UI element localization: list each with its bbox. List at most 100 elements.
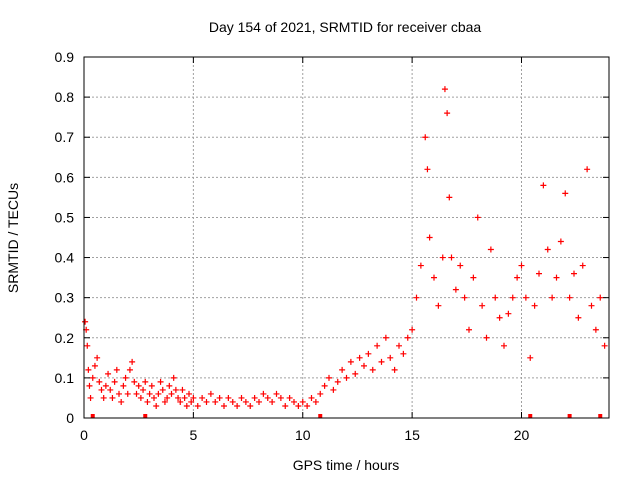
data-point <box>148 382 155 389</box>
data-point <box>334 378 341 385</box>
data-point <box>452 286 459 293</box>
data-point <box>352 370 359 377</box>
y-tick-label: 0.1 <box>55 370 75 386</box>
x-axis-label: GPS time / hours <box>293 457 400 473</box>
y-tick-label: 0 <box>66 410 74 426</box>
data-point <box>413 294 420 301</box>
data-point <box>562 190 569 197</box>
data-point <box>221 402 227 409</box>
y-tick-label: 0.8 <box>55 89 75 105</box>
data-point <box>102 382 109 389</box>
data-point <box>291 398 297 405</box>
data-point <box>172 386 179 393</box>
data-point <box>514 274 521 281</box>
data-point <box>94 354 101 361</box>
data-point <box>168 390 175 397</box>
data-point <box>404 334 411 341</box>
data-point <box>181 394 188 401</box>
data-point <box>256 398 262 405</box>
data-point <box>531 302 538 309</box>
y-tick-label: 0.9 <box>55 49 75 65</box>
data-point <box>96 378 103 385</box>
y-tick-label: 0.2 <box>55 330 75 346</box>
data-point <box>277 394 284 401</box>
data-point <box>588 302 595 309</box>
data-point <box>509 294 516 301</box>
data-point <box>518 262 525 269</box>
data-point <box>137 394 144 401</box>
data-point <box>194 402 201 409</box>
data-point <box>441 86 448 93</box>
points-layer <box>82 86 608 409</box>
bottom-marker <box>598 414 603 418</box>
x-tick-label: 0 <box>80 427 88 443</box>
data-point <box>374 342 381 349</box>
data-point <box>164 394 171 401</box>
data-point <box>347 358 354 365</box>
data-point <box>592 326 599 333</box>
data-point <box>109 394 116 401</box>
data-point <box>144 398 151 405</box>
data-point <box>170 374 177 381</box>
data-point <box>448 254 455 261</box>
data-point <box>446 194 453 201</box>
data-point <box>536 270 542 277</box>
data-point <box>575 314 582 321</box>
bottom-marker <box>318 414 323 418</box>
data-point <box>422 134 429 141</box>
data-point <box>122 374 129 381</box>
grid <box>84 57 609 418</box>
plot-frame <box>83 56 610 419</box>
data-point <box>166 382 173 389</box>
data-point <box>238 394 245 401</box>
data-point <box>142 378 149 385</box>
data-point <box>111 378 118 385</box>
data-point <box>391 366 398 373</box>
data-point <box>186 390 192 397</box>
data-point <box>343 374 350 381</box>
y-tick-label: 0.6 <box>55 169 75 185</box>
data-point <box>299 398 306 405</box>
data-point <box>444 110 451 117</box>
data-point <box>474 214 481 221</box>
data-point <box>107 386 114 393</box>
data-point <box>308 394 315 401</box>
data-point <box>216 394 223 401</box>
data-point <box>126 366 133 373</box>
y-tick-label: 0.3 <box>55 290 75 306</box>
data-point <box>417 262 424 269</box>
data-point <box>146 390 153 397</box>
data-point <box>188 398 195 405</box>
data-point <box>566 294 573 301</box>
data-point <box>269 398 276 405</box>
data-point <box>295 402 302 409</box>
data-point <box>286 394 293 401</box>
data-point <box>84 342 91 349</box>
data-point <box>304 402 311 409</box>
data-point <box>86 382 93 389</box>
data-point <box>159 386 166 393</box>
data-point <box>133 390 140 397</box>
data-point <box>91 362 98 369</box>
data-point <box>597 294 604 301</box>
data-point <box>113 366 120 373</box>
data-point <box>540 182 547 189</box>
data-point <box>175 394 182 401</box>
data-point <box>501 342 507 349</box>
data-point <box>273 390 280 397</box>
data-point <box>105 370 112 377</box>
y-tick-label: 0.4 <box>55 250 75 266</box>
data-point <box>100 394 107 401</box>
bottom-marker <box>528 414 533 418</box>
data-point <box>461 294 468 301</box>
data-point <box>199 394 206 401</box>
data-point <box>179 386 186 393</box>
data-point <box>435 302 442 309</box>
data-point <box>124 390 131 397</box>
data-point <box>131 378 138 385</box>
data-point <box>496 314 503 321</box>
data-point <box>326 374 332 381</box>
data-point <box>98 386 105 393</box>
data-point <box>135 382 142 389</box>
